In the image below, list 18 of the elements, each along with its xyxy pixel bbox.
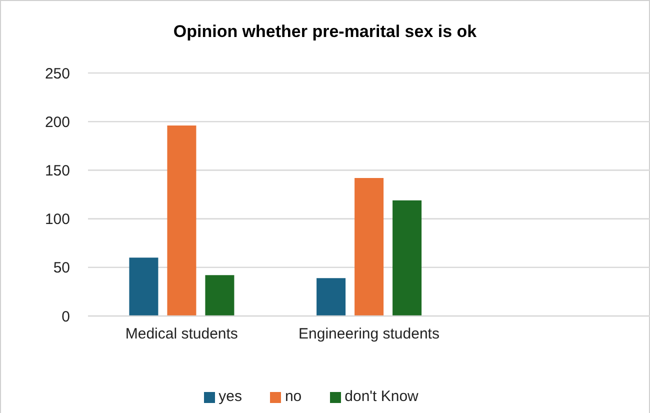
bar <box>354 178 384 316</box>
legend-label: yes <box>218 388 242 405</box>
y-tick-label: 50 <box>53 260 70 277</box>
bar <box>316 278 346 316</box>
chart-title: Opinion whether pre-marital sex is ok <box>172 22 478 42</box>
y-tick-label: 150 <box>44 162 70 180</box>
legend-label: don't Know <box>344 388 418 405</box>
bar <box>129 258 158 316</box>
x-tick-label: Engineering students <box>298 326 440 343</box>
legend-label: no <box>284 388 302 405</box>
bar <box>167 125 196 316</box>
y-tick-label: 250 <box>44 65 70 82</box>
y-tick-label: 0 <box>62 308 70 326</box>
bar <box>392 200 422 316</box>
bar <box>205 275 234 316</box>
y-tick-label: 200 <box>44 114 70 131</box>
x-tick-label: Medical students <box>125 326 238 343</box>
y-tick-label: 100 <box>44 211 70 228</box>
